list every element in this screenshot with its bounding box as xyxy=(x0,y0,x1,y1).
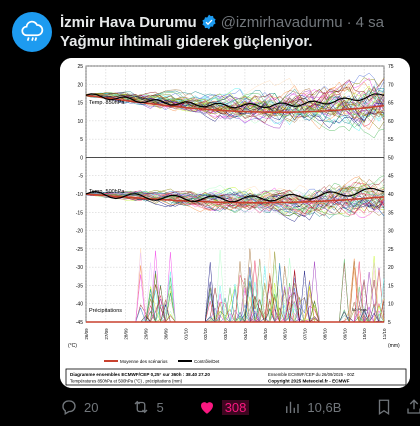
tweet-header: İzmir Hava Durumu @izmirhavadurmu · 4 sa xyxy=(60,12,410,32)
left-axis-tick: 0 xyxy=(80,155,83,161)
tweet-media[interactable]: Temp. 850hPa Temp. 500hPa Précipitations… xyxy=(60,58,410,388)
label-precip: Précipitations xyxy=(89,308,122,314)
reply-button[interactable]: 20 xyxy=(60,398,98,416)
left-axis-tick: -20 xyxy=(76,229,83,235)
left-axis-tick: -5 xyxy=(79,174,84,180)
right-axis-tick: 60 xyxy=(388,119,394,125)
left-axis-tick: 15 xyxy=(77,101,83,107)
footer-right1: Ensemble ECMWF/CEP du 26/09/2025 - 00Z xyxy=(268,372,355,377)
left-axis-tick: -25 xyxy=(76,247,83,253)
right-axis-tick: 25 xyxy=(388,247,394,253)
retweet-count: 5 xyxy=(156,399,164,415)
date-tick: 07/10 xyxy=(303,328,308,340)
left-axis-tick: -35 xyxy=(76,283,83,289)
right-axis-tick: 70 xyxy=(388,82,394,88)
right-axis-tick: 65 xyxy=(388,101,394,107)
views-icon xyxy=(286,401,300,413)
label-temp850: Temp. 850hPa xyxy=(89,100,125,106)
left-axis-tick: 10 xyxy=(77,119,83,125)
left-axis-tick: -45 xyxy=(76,320,83,326)
left-axis-tick: -10 xyxy=(76,192,83,198)
right-axis-tick: 75 xyxy=(388,64,394,70)
date-tick: 10/10 xyxy=(362,328,367,340)
left-axis-tick: 20 xyxy=(77,82,83,88)
right-axis-tick: 15 xyxy=(388,283,394,289)
left-axis-tick: 5 xyxy=(80,137,83,143)
date-tick: 27/09 xyxy=(104,328,109,340)
unit-celsius: (°C) xyxy=(68,343,77,349)
label-temp500: Temp. 500hPa xyxy=(89,189,125,195)
date-tick: 06/10 xyxy=(283,328,288,340)
avatar[interactable] xyxy=(12,12,52,52)
date-tick: 01/10 xyxy=(183,328,188,340)
retweet-button[interactable]: 5 xyxy=(132,398,164,416)
right-axis-tick: 5 xyxy=(388,320,391,326)
date-tick: 26/09 xyxy=(84,328,89,340)
verified-badge-icon xyxy=(201,14,217,30)
views-button[interactable]: 10,6B xyxy=(283,398,341,416)
label-perts: 50 Perts. xyxy=(352,307,368,312)
timestamp[interactable]: 4 sa xyxy=(355,13,384,31)
date-tick: 02/10 xyxy=(203,328,208,340)
date-tick: 29/09 xyxy=(144,328,149,340)
right-axis-tick: 50 xyxy=(388,155,394,161)
reply-count: 20 xyxy=(84,399,99,415)
right-axis-tick: 20 xyxy=(388,265,394,271)
separator: · xyxy=(346,13,352,31)
share-icon[interactable] xyxy=(405,398,420,416)
date-tick: 09/10 xyxy=(342,328,347,340)
retweet-icon xyxy=(134,400,148,414)
ensemble-chart: Temp. 850hPa Temp. 500hPa Précipitations… xyxy=(60,58,410,388)
date-tick: 30/09 xyxy=(163,328,168,340)
date-tick: 28/09 xyxy=(124,328,129,340)
heart-icon xyxy=(200,402,213,414)
right-axis-tick: 30 xyxy=(388,229,394,235)
like-count: 308 xyxy=(221,399,250,415)
date-tick: 11/10 xyxy=(382,328,387,339)
right-axis-tick: 55 xyxy=(388,137,394,143)
left-axis-tick: -30 xyxy=(76,265,83,271)
footer-line2: Températures 850hPa et 500hPa (°C) , pré… xyxy=(70,379,183,384)
footer-right2: Copyright 2025 Meteociel.fr - ECMWF xyxy=(268,379,350,384)
like-button[interactable]: 308 xyxy=(198,398,250,416)
tweet-actions: 20 5 308 10,6B xyxy=(60,396,420,418)
cloud-rain-icon xyxy=(21,20,44,41)
unit-mm: (mm) xyxy=(388,343,400,349)
bookmark-icon[interactable] xyxy=(375,398,393,416)
display-name[interactable]: İzmir Hava Durumu xyxy=(60,13,197,31)
date-tick: 05/10 xyxy=(263,328,268,340)
handle[interactable]: @izmirhavadurmu xyxy=(220,13,343,31)
tweet-text: Yağmur ihtimali giderek güçleniyor. xyxy=(60,33,313,50)
views-count: 10,6B xyxy=(307,399,342,415)
date-tick: 03/10 xyxy=(223,328,228,340)
right-axis-tick: 40 xyxy=(388,192,394,198)
legend-mean: Moyenne des scénarios xyxy=(120,359,168,364)
footer-line1: Diagramme ensembles ECMWF/CEP 0,25° sur … xyxy=(70,372,210,377)
right-axis-tick: 10 xyxy=(388,302,394,308)
legend-control: Contrôle/Det xyxy=(194,359,220,364)
date-tick: 08/10 xyxy=(322,328,327,340)
reply-icon xyxy=(62,400,76,415)
left-axis-tick: -15 xyxy=(76,210,83,216)
left-axis-tick: -40 xyxy=(76,302,83,308)
date-tick: 04/10 xyxy=(243,328,248,340)
right-axis-tick: 35 xyxy=(388,210,394,216)
right-axis-tick: 45 xyxy=(388,174,394,180)
left-axis-tick: 25 xyxy=(77,64,83,70)
